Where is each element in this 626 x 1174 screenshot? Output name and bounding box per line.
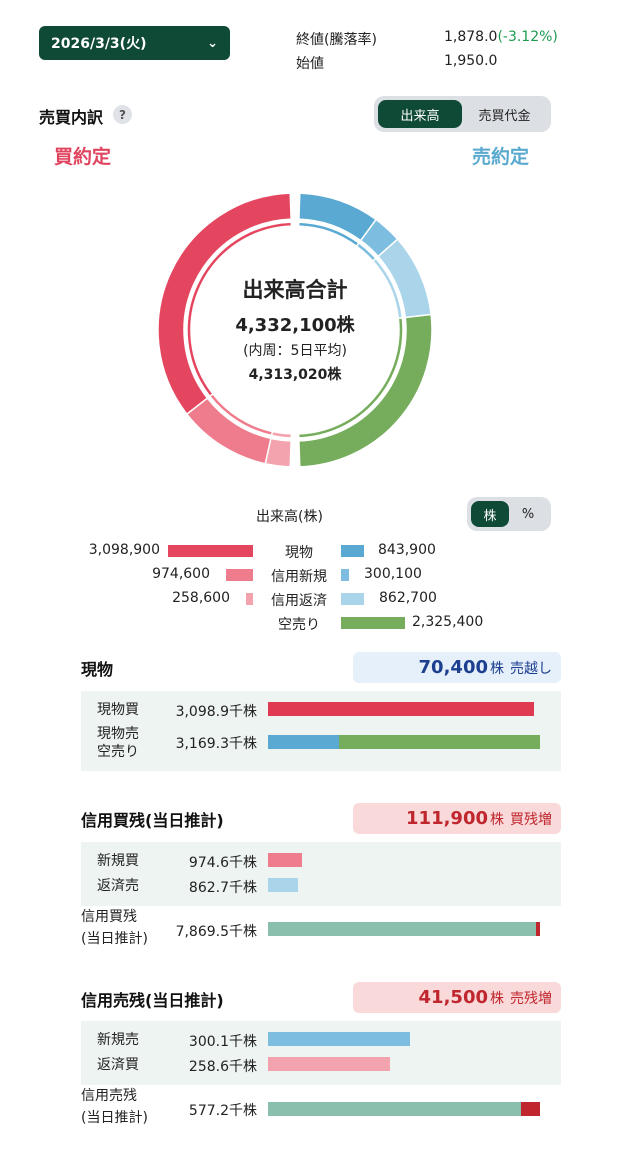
legend-swatch: [246, 593, 253, 605]
margin-buy-badge: 111,900 株買残増: [353, 803, 561, 834]
margin-sell-badge: 41,500 株売残増: [353, 982, 561, 1013]
sell-label: 売約定: [472, 146, 530, 168]
legend-title: 出来高(株): [256, 509, 323, 525]
close-value: 1,878.0: [444, 29, 498, 45]
legend-swatch: [341, 545, 364, 557]
close-change: (-3.12%): [497, 29, 558, 45]
repay-sell-bar: [268, 878, 298, 892]
close-value-wrap: 1,878.0(-3.12%): [444, 29, 558, 45]
margin-sell-title: 信用売残(当日推計): [81, 991, 224, 1010]
genbutsu-badge-unit: 株: [490, 660, 504, 677]
margin-buy-row-value: 862.7千株: [188, 880, 257, 896]
volume-donut-chart: [157, 192, 433, 468]
toggle-volume[interactable]: 出来高: [378, 100, 462, 128]
margin-buy-row-value: 7,869.5千株: [175, 924, 257, 940]
legend-label: 空売り: [278, 617, 320, 633]
new-sell-bar: [268, 1032, 410, 1046]
unit-toggle-percent[interactable]: %: [521, 506, 535, 522]
margin-sell-badge-number: 41,500: [418, 987, 488, 1008]
toggle-trading-value[interactable]: 売買代金: [478, 108, 531, 124]
margin-sell-badge-unit: 株: [490, 990, 504, 1007]
help-icon-glyph: ?: [119, 107, 126, 122]
margin-buy-row-label: 信用買残 (当日推計): [81, 909, 148, 947]
buy-outer-slice-0: [157, 192, 292, 416]
unit-toggle-shares[interactable]: 株: [471, 501, 509, 527]
margin-sell-panel: [81, 1021, 561, 1085]
legend-label: 信用新規: [271, 569, 327, 585]
metric-toggle: 出来高 売買代金: [374, 96, 551, 132]
legend-label: 信用返済: [271, 593, 327, 609]
margin-buy-badge-number: 111,900: [406, 808, 488, 829]
buy-outer-slice-2: [264, 437, 292, 468]
buy-label: 買約定: [54, 146, 112, 168]
genbutsu-row-value: 3,169.3千株: [175, 736, 257, 752]
legend-swatch: [168, 545, 253, 557]
breakdown-title: 売買内訳: [39, 108, 104, 127]
buy-inner-slice-2: [270, 430, 293, 439]
margin-sell-row-label: 新規売: [97, 1032, 139, 1048]
legend-swatch: [341, 569, 349, 581]
margin-sell-row-value: 300.1千株: [188, 1034, 257, 1050]
legend-label: 現物: [285, 545, 313, 561]
help-icon[interactable]: ?: [113, 105, 132, 124]
margin-buy-row-label: 返済売: [97, 878, 139, 894]
buy-inner-slice-0: [186, 221, 293, 398]
donut-center-title: 出来高合計: [242, 278, 348, 302]
margin-sell-row-label: 返済買: [97, 1057, 139, 1073]
new-buy-bar: [268, 853, 302, 867]
genbutsu-row-label: 現物売 空売り: [97, 726, 139, 760]
margin-sell-balance-bar: [268, 1102, 521, 1116]
legend-swatch: [341, 617, 405, 629]
donut-inner-note: (内周：5日平均): [243, 343, 347, 359]
legend-swatch: [341, 593, 364, 605]
genbutsu-badge-number: 70,400: [418, 657, 488, 678]
date-select-value: 2026/3/3(火): [51, 36, 147, 52]
margin-sell-row-value: 258.6千株: [188, 1059, 257, 1075]
legend-buy-value: 974,600: [152, 566, 210, 582]
date-select[interactable]: 2026/3/3(火) ⌄: [39, 26, 230, 60]
margin-sell-increase-bar: [521, 1102, 540, 1116]
open-label: 始値: [296, 56, 324, 72]
legend-sell-value: 862,700: [379, 590, 437, 606]
margin-sell-badge-text: 売残増: [510, 990, 552, 1007]
genbutsu-badge: 70,400 株売越し: [353, 652, 561, 683]
karauri-bar: [338, 735, 540, 749]
close-label: 終値(騰落率): [296, 32, 377, 48]
margin-buy-panel: [81, 842, 561, 906]
open-value: 1,950.0: [444, 53, 498, 69]
margin-buy-increase-bar: [536, 922, 540, 936]
chevron-down-icon: ⌄: [207, 35, 218, 51]
sell-inner-slice-3: [297, 316, 404, 439]
legend-sell-value: 300,100: [364, 566, 422, 582]
legend-buy-value: 3,098,900: [88, 542, 160, 558]
legend-swatch: [226, 569, 253, 581]
legend-buy-value: 258,600: [172, 590, 230, 606]
margin-sell-row-label: 信用売残 (当日推計): [81, 1088, 148, 1126]
margin-buy-badge-unit: 株: [490, 811, 504, 828]
donut-avg: 4,313,020株: [248, 367, 342, 383]
legend-sell-value: 843,900: [378, 542, 436, 558]
genbutsu-row-value: 3,098.9千株: [175, 704, 257, 720]
unit-toggle: 株 %: [467, 497, 551, 531]
genbutsu-row-label: 現物買: [97, 702, 139, 718]
genbutsu-title: 現物: [81, 660, 114, 679]
donut-total: 4,332,100株: [235, 315, 355, 336]
repay-buy-bar: [268, 1057, 390, 1071]
margin-buy-title: 信用買残(当日推計): [81, 811, 224, 830]
margin-buy-balance-bar: [268, 922, 536, 936]
buy-inner-slice-1: [208, 392, 274, 437]
genbutsu-buy-bar: [268, 702, 535, 716]
margin-sell-row-value: 577.2千株: [188, 1103, 257, 1119]
genbutsu-badge-text: 売越し: [510, 660, 552, 677]
margin-buy-badge-text: 買残増: [510, 811, 552, 828]
sell-outer-slice-3: [298, 313, 433, 468]
buy-outer-slice-1: [185, 397, 272, 465]
genbutsu-sell-bar: [268, 735, 339, 749]
margin-buy-row-label: 新規買: [97, 853, 139, 869]
margin-buy-row-value: 974.6千株: [188, 855, 257, 871]
legend-sell-value: 2,325,400: [412, 614, 484, 630]
